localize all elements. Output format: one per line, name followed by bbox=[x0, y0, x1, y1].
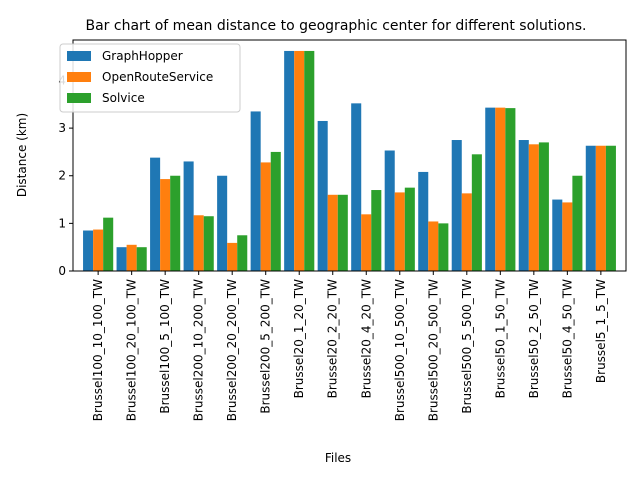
bar-openrouteservice-11 bbox=[428, 221, 439, 271]
bars-group bbox=[83, 50, 616, 272]
bar-graphhopper-3 bbox=[150, 157, 161, 271]
bar-solvice-8 bbox=[337, 194, 348, 271]
bar-openrouteservice-7 bbox=[294, 50, 305, 272]
bar-solvice-3 bbox=[170, 175, 181, 271]
bar-openrouteservice-2 bbox=[126, 244, 137, 271]
bar-solvice-12 bbox=[471, 154, 482, 271]
x-tick-label: Brussel20_1_20_TW bbox=[292, 279, 306, 398]
y-tick-label: 1 bbox=[58, 216, 66, 230]
x-tick-label: Brussel200_20_200_TW bbox=[225, 279, 239, 421]
bar-openrouteservice-8 bbox=[327, 194, 338, 271]
x-tick-label: Brussel50_1_50_TW bbox=[493, 279, 507, 398]
chart-title: Bar chart of mean distance to geographic… bbox=[86, 18, 587, 34]
bar-openrouteservice-14 bbox=[528, 144, 539, 271]
y-tick-label: 0 bbox=[58, 264, 66, 278]
x-tick-label: Brussel100_20_100_TW bbox=[125, 279, 139, 421]
bar-openrouteservice-10 bbox=[394, 192, 405, 271]
bar-openrouteservice-15 bbox=[562, 202, 573, 271]
x-tick-label: Brussel500_5_500_TW bbox=[460, 279, 474, 414]
x-axis-label: Files bbox=[325, 451, 351, 465]
legend-swatch-solvice bbox=[67, 93, 91, 103]
y-tick-label: 3 bbox=[58, 121, 66, 135]
bar-openrouteservice-1 bbox=[93, 229, 104, 271]
bar-solvice-11 bbox=[438, 223, 449, 271]
bar-solvice-15 bbox=[572, 175, 583, 271]
legend-label-solvice: Solvice bbox=[102, 91, 145, 105]
bar-graphhopper-16 bbox=[585, 145, 596, 271]
bar-graphhopper-12 bbox=[451, 140, 462, 271]
y-axis-label: Distance (km) bbox=[15, 113, 29, 197]
bar-graphhopper-11 bbox=[418, 171, 429, 271]
legend-swatch-openrouteservice bbox=[67, 72, 91, 82]
bar-solvice-9 bbox=[371, 190, 382, 271]
bar-openrouteservice-12 bbox=[461, 193, 472, 271]
bar-graphhopper-5 bbox=[217, 175, 228, 271]
bar-graphhopper-9 bbox=[351, 103, 362, 271]
bar-solvice-7 bbox=[304, 50, 315, 272]
bar-solvice-16 bbox=[605, 145, 616, 271]
legend-label-graphhopper: GraphHopper bbox=[102, 49, 183, 63]
legend-label-openrouteservice: OpenRouteService bbox=[102, 70, 213, 84]
y-tick-label: 2 bbox=[58, 169, 66, 183]
bar-solvice-14 bbox=[538, 142, 549, 271]
x-tick-label: Brussel20_4_20_TW bbox=[359, 279, 373, 398]
bar-openrouteservice-4 bbox=[193, 215, 204, 271]
x-tick-label: Brussel50_4_50_TW bbox=[560, 279, 574, 398]
bar-solvice-13 bbox=[505, 108, 516, 271]
x-tick-label: Brussel500_20_500_TW bbox=[426, 279, 440, 421]
x-tick-label: Brussel50_2_50_TW bbox=[527, 279, 541, 398]
bar-openrouteservice-13 bbox=[495, 107, 506, 271]
bar-solvice-10 bbox=[404, 187, 415, 271]
bar-graphhopper-8 bbox=[317, 120, 328, 271]
x-tick-label: Brussel20_2_20_TW bbox=[326, 279, 340, 398]
bar-solvice-1 bbox=[103, 217, 114, 271]
x-tick-label: Brussel500_10_500_TW bbox=[393, 279, 407, 421]
bar-solvice-5 bbox=[237, 235, 248, 271]
x-tick-label: Brussel200_10_200_TW bbox=[192, 279, 206, 421]
x-axis: Brussel100_10_100_TW Brussel100_20_100_TW… bbox=[91, 271, 608, 421]
x-tick-label: Brussel200_5_200_TW bbox=[259, 279, 273, 414]
bar-openrouteservice-5 bbox=[227, 242, 238, 271]
bar-openrouteservice-6 bbox=[260, 162, 271, 271]
bar-graphhopper-2 bbox=[116, 247, 127, 271]
bar-graphhopper-4 bbox=[183, 161, 194, 271]
bar-graphhopper-7 bbox=[284, 50, 295, 272]
bar-openrouteservice-3 bbox=[160, 179, 171, 271]
bar-openrouteservice-9 bbox=[361, 214, 372, 271]
x-tick-label: Brussel100_5_100_TW bbox=[158, 279, 172, 414]
bar-solvice-6 bbox=[270, 151, 281, 271]
x-tick-label: Brussel100_10_100_TW bbox=[91, 279, 105, 421]
plot-frame bbox=[72, 39, 627, 272]
bar-graphhopper-15 bbox=[552, 199, 563, 271]
bar-solvice-2 bbox=[136, 247, 147, 271]
bar-graphhopper-6 bbox=[250, 111, 261, 271]
bar-solvice-4 bbox=[203, 216, 214, 271]
legend-swatch-graphhopper bbox=[67, 51, 91, 61]
bar-graphhopper-14 bbox=[518, 140, 529, 271]
bar-graphhopper-13 bbox=[485, 107, 496, 271]
bar-openrouteservice-16 bbox=[595, 145, 606, 271]
bar-graphhopper-10 bbox=[384, 150, 395, 271]
x-tick-label: Brussel5_1_5_TW bbox=[594, 279, 608, 383]
legend-box bbox=[59, 43, 241, 113]
bar-graphhopper-1 bbox=[83, 230, 94, 271]
legend: GraphHopper OpenRouteService Solvice bbox=[59, 43, 241, 113]
